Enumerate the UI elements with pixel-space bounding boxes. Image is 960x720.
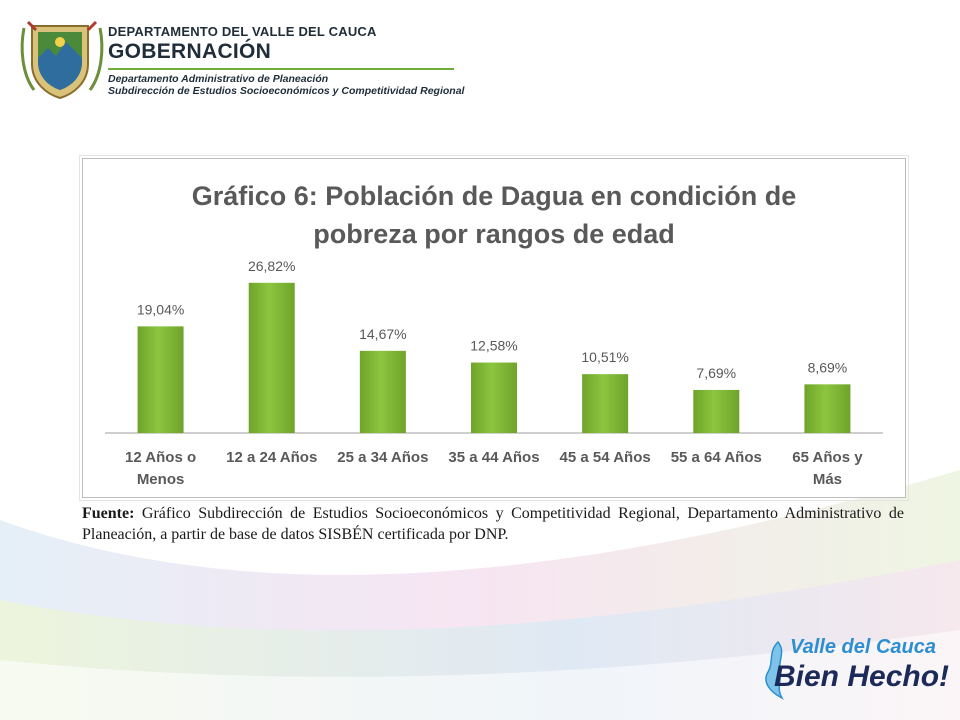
bar-2 [248,282,295,433]
data-label-4: 12,58% [470,338,517,354]
bar-3 [359,350,406,433]
bar-1 [137,326,184,433]
x-tick-label-7-line-1: 65 Años y [792,449,863,466]
chart-panel: Gráfico 6: Población de Dagua en condici… [79,155,909,501]
x-tick-label-3: 25 a 34 Años [337,449,428,466]
subdivision-name: Subdirección de Estudios Socioeconómicos… [108,85,465,97]
office-name: Departamento Administrativo de Planeació… [108,73,329,85]
gobernacion-title: GOBERNACIÓN [108,40,272,63]
source-note: Fuente: Gráfico Subdirección de Estudios… [82,503,904,545]
data-label-2: 26,82% [248,258,295,274]
x-tick-label-1-line-1: 12 Años o [125,449,196,466]
bar-4 [471,362,517,433]
department-name: DEPARTAMENTO DEL VALLE DEL CAUCA [108,24,377,39]
header-divider [108,68,454,70]
bar-5 [582,374,629,433]
x-tick-label-7-line-2: Más [813,471,842,488]
header-text: DEPARTAMENTO DEL VALLE DEL CAUCA GOBERNA… [108,24,480,97]
x-tick-label-5: 45 a 54 Años [560,449,651,466]
x-tick-label-1-line-2: Menos [137,471,185,488]
brand-line-2: Bien Hecho! [774,660,950,693]
chart-title-line-1: Gráfico 6: Población de Dagua en condici… [191,181,797,211]
data-label-6: 7,69% [696,365,736,381]
x-tick-label-6: 55 a 64 Años [671,449,762,466]
data-label-1: 19,04% [137,301,184,317]
x-tick-label-4: 35 a 44 Años [448,449,539,466]
data-label-5: 10,51% [581,349,628,365]
bar-6 [693,389,740,433]
brand-logo: Valle del Cauca Bien Hecho! [760,628,950,708]
source-text: Gráfico Subdirección de Estudios Socioec… [82,505,904,543]
coat-of-arms-icon [20,20,104,100]
source-label: Fuente: [82,505,135,522]
bar-7 [804,384,851,433]
bar-chart: 19,04% 12 Años o Menos 26,82% 12 a 24 Años 14… [105,258,883,488]
chart-title: Gráfico 6: Población de Dagua en condici… [83,177,905,253]
data-label-3: 14,67% [359,326,406,342]
data-label-7: 8,69% [808,359,848,375]
header: DEPARTAMENTO DEL VALLE DEL CAUCA GOBERNA… [18,18,478,102]
valle-map-icon [765,640,784,700]
brand-line-1: Valle del Cauca [790,636,936,658]
chart-title-line-2: pobreza por rangos de edad [313,219,675,249]
x-tick-label-2: 12 a 24 Años [226,449,317,466]
